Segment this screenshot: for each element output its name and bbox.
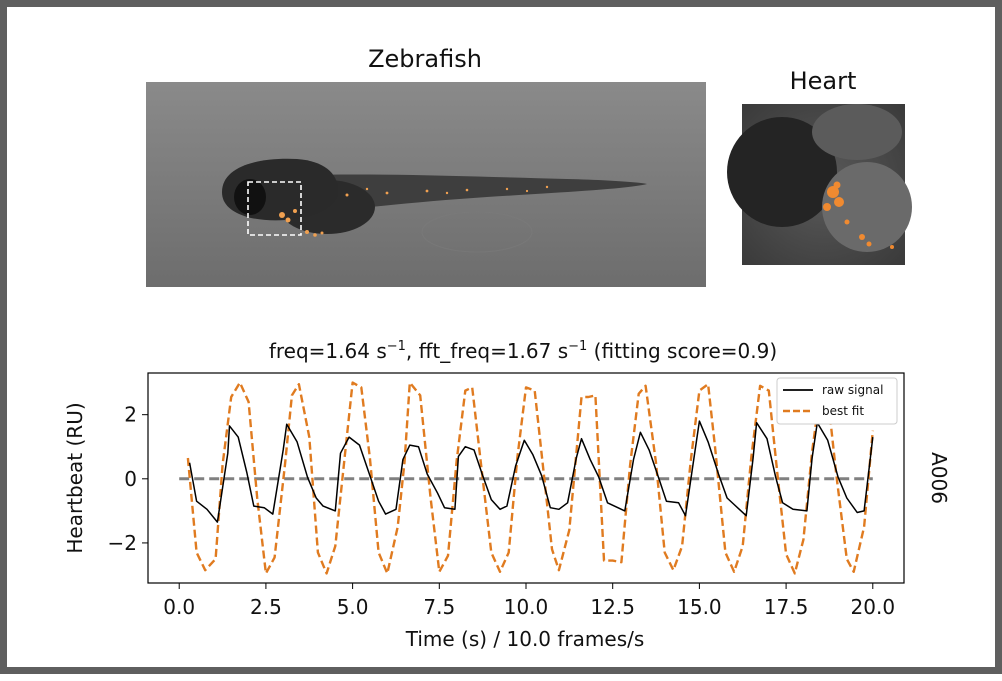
x-tick-label: 17.5 [764,595,809,619]
y-axis-ticks: 2 0 −2 [108,403,148,555]
legend-label-raw-signal: raw signal [822,383,883,397]
x-tick-label: 15.0 [677,595,722,619]
x-tick-label: 12.5 [590,595,635,619]
x-axis-ticks: 0.0 2.5 5.0 7.5 10.0 12.5 15.0 17.5 20.0 [163,583,895,619]
zebrafish-title: Zebrafish [368,45,482,73]
y-tick-label: −2 [108,531,137,555]
chart-title: freq=1.64 s−1, fft_freq=1.67 s−1 (fittin… [269,339,777,363]
sample-label: A006 [927,452,951,504]
series-best-fit [186,381,874,575]
heart-image [727,104,912,265]
x-tick-label: 10.0 [504,595,549,619]
heart-title: Heart [790,67,857,95]
y-axis-label: Heartbeat (RU) [63,402,87,553]
figure-canvas: Zebrafish Heart freq [63,45,951,651]
x-tick-label: 20.0 [851,595,896,619]
zebrafish-image [146,82,706,287]
x-tick-label: 0.0 [163,595,195,619]
x-axis-label: Time (s) / 10.0 frames/s [405,627,645,651]
series-raw-signal [188,420,874,523]
y-tick-label: 0 [124,467,137,491]
x-tick-label: 5.0 [337,595,369,619]
x-tick-label: 7.5 [423,595,455,619]
legend-label-best-fit: best fit [822,404,864,418]
y-tick-label: 2 [124,403,137,427]
legend: raw signal best fit [776,377,898,425]
x-tick-label: 2.5 [250,595,282,619]
plot-area: 0.0 2.5 5.0 7.5 10.0 12.5 15.0 17.5 20.0 2 0 −2 ra… [108,372,905,619]
